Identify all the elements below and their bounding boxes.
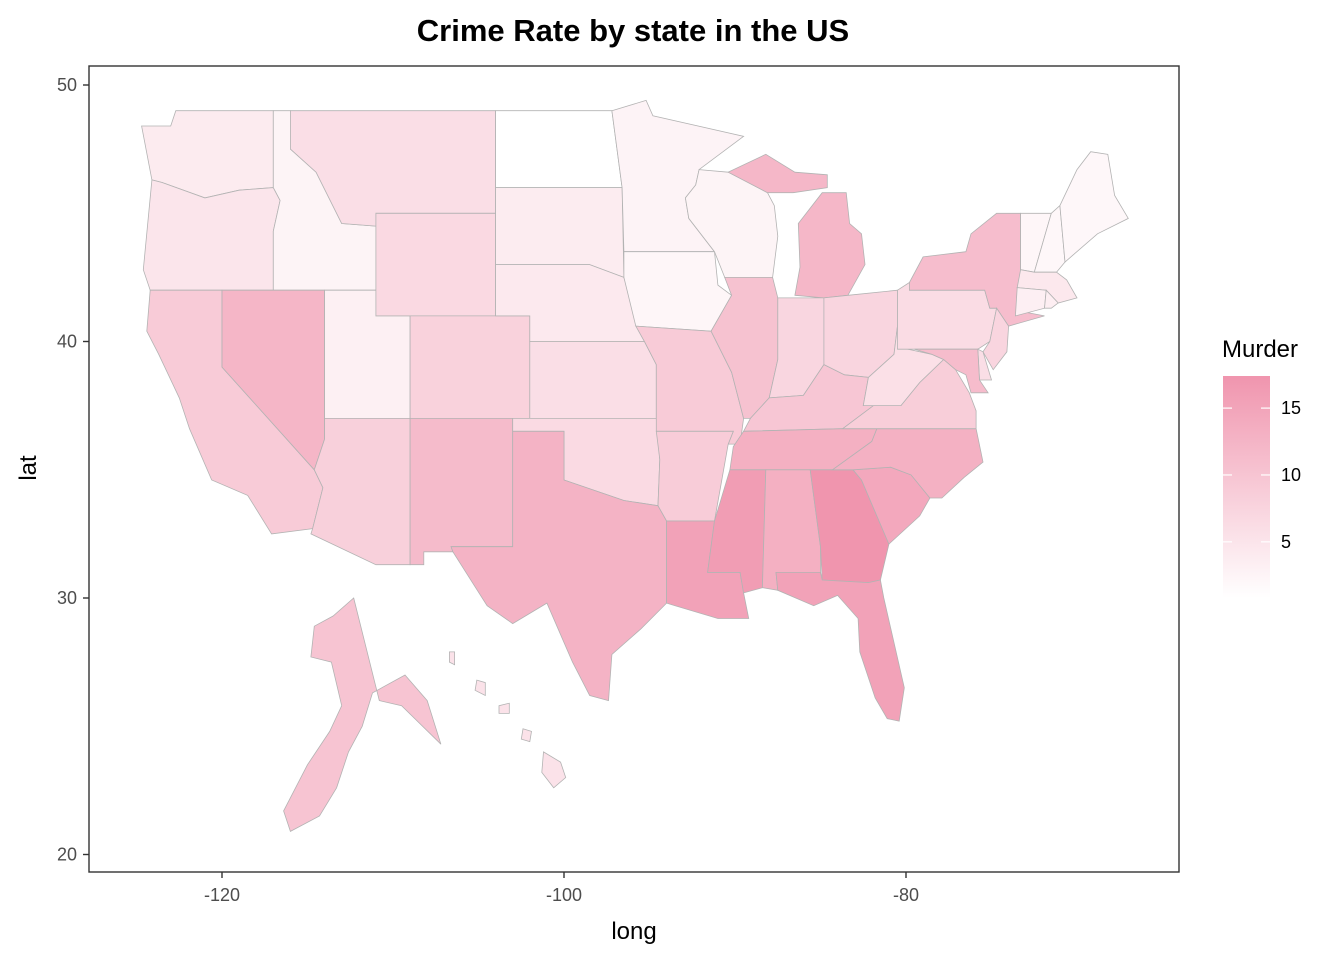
legend-ticks: 5 10 15 [1223,398,1301,552]
legend-tick-label: 10 [1281,465,1301,485]
state-north-carolina [831,428,984,499]
state-maryland [914,348,989,394]
state-new-mexico [409,418,514,566]
state-texas [450,430,667,702]
state-hawaii [449,651,567,789]
state-wyoming [375,212,496,317]
x-axis: -120 -100 -80 [204,872,919,905]
y-tick-label: 20 [57,845,77,865]
y-axis: 20 30 40 50 [57,75,89,865]
legend-colorbar [1223,376,1270,598]
legend-tick-label: 15 [1281,398,1301,418]
y-tick-label: 50 [57,75,77,95]
state-pennsylvania [897,281,998,350]
state-alaska [283,597,442,832]
state-new-hampshire [1033,204,1066,273]
y-tick-label: 40 [57,332,77,352]
states-layer [141,99,1129,832]
state-oregon [142,179,281,291]
state-colorado [409,315,531,419]
x-tick-label: -80 [893,885,919,905]
legend-tick-label: 5 [1281,532,1291,552]
state-south-dakota [495,187,625,278]
state-rhode-island [1044,289,1059,309]
x-axis-title: long [611,918,656,945]
state-kansas [529,341,657,419]
y-tick-label: 30 [57,588,77,608]
state-north-dakota [495,110,623,188]
y-axis-title: lat [15,455,42,481]
x-tick-label: -100 [546,885,582,905]
state-maine [1059,151,1129,263]
legend: Murder 5 10 15 [1222,336,1301,598]
state-mississippi [707,469,767,594]
state-florida [775,572,905,722]
legend-title: Murder [1222,336,1298,363]
state-new-jersey [982,307,1010,371]
chart-title: Crime Rate by state in the US [417,13,849,48]
state-iowa [623,251,733,332]
x-tick-label: -120 [204,885,240,905]
